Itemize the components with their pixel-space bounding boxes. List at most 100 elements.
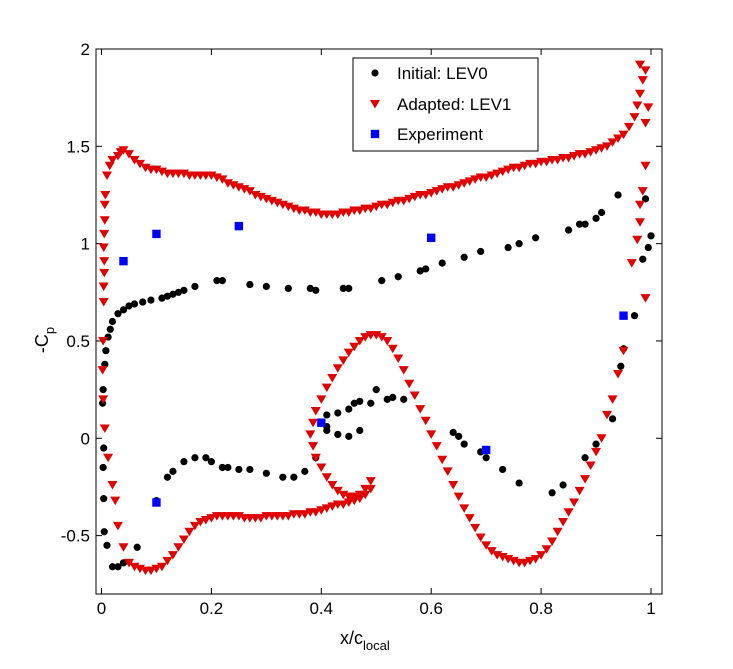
data-point bbox=[585, 148, 596, 157]
legend-box bbox=[352, 57, 539, 152]
data-point bbox=[98, 298, 109, 307]
data-point bbox=[365, 477, 376, 486]
data-point bbox=[316, 463, 327, 472]
data-point bbox=[438, 259, 446, 267]
data-point bbox=[99, 386, 107, 394]
data-point bbox=[195, 517, 206, 527]
data-point bbox=[332, 364, 343, 373]
data-point bbox=[139, 298, 147, 306]
x-tick-label: 0 bbox=[97, 599, 106, 618]
data-point bbox=[427, 233, 436, 243]
data-point bbox=[486, 171, 497, 181]
data-point bbox=[475, 533, 486, 543]
data-point bbox=[173, 543, 184, 552]
data-point bbox=[635, 200, 646, 210]
data-point bbox=[350, 399, 358, 407]
data-point bbox=[541, 157, 552, 167]
data-point bbox=[640, 161, 651, 171]
x-tick-label: 0.2 bbox=[200, 599, 224, 618]
data-point bbox=[343, 348, 354, 358]
data-point bbox=[637, 187, 648, 196]
data-point bbox=[455, 432, 463, 440]
data-point bbox=[279, 473, 287, 481]
data-point bbox=[365, 484, 376, 494]
data-point bbox=[114, 310, 122, 318]
data-point bbox=[492, 551, 503, 560]
data-point bbox=[618, 130, 629, 140]
data-point bbox=[306, 284, 314, 293]
data-point bbox=[118, 543, 129, 552]
data-point bbox=[481, 445, 491, 455]
data-point bbox=[635, 60, 646, 70]
data-point bbox=[345, 405, 353, 413]
data-point bbox=[129, 562, 140, 572]
data-point bbox=[581, 454, 589, 462]
series-1 bbox=[98, 191, 655, 571]
data-point bbox=[163, 473, 172, 481]
data-point bbox=[98, 243, 109, 253]
data-point bbox=[308, 442, 319, 451]
data-point bbox=[564, 226, 573, 234]
data-point bbox=[338, 356, 349, 365]
data-point bbox=[420, 416, 431, 426]
data-point bbox=[125, 302, 133, 310]
data-point bbox=[497, 167, 508, 177]
data-point bbox=[334, 430, 342, 438]
y-axis-title: -Cp bbox=[32, 327, 57, 353]
data-point bbox=[310, 407, 321, 416]
data-point bbox=[207, 458, 215, 466]
data-point bbox=[470, 523, 481, 533]
y-tick-labels: -0.5 0 0.5 1 1.5 2 bbox=[61, 40, 90, 546]
data-point bbox=[592, 214, 600, 222]
data-point bbox=[420, 190, 431, 200]
data-point bbox=[431, 187, 442, 196]
data-point bbox=[630, 312, 639, 320]
data-point bbox=[180, 286, 188, 294]
data-point bbox=[118, 146, 129, 155]
data-point bbox=[640, 118, 651, 128]
data-point bbox=[637, 76, 648, 85]
data-point bbox=[393, 354, 404, 363]
data-point bbox=[178, 535, 189, 544]
data-point bbox=[103, 541, 111, 549]
data-point bbox=[382, 200, 393, 210]
data-point bbox=[99, 268, 110, 278]
data-point bbox=[98, 395, 109, 404]
x-tick-labels: 0 0.2 0.4 0.6 0.8 1 bbox=[97, 599, 656, 618]
data-point bbox=[481, 173, 492, 182]
data-point bbox=[99, 257, 110, 266]
data-point bbox=[339, 284, 347, 293]
data-point bbox=[497, 553, 508, 562]
data-point bbox=[635, 218, 646, 227]
data-point bbox=[580, 150, 591, 159]
series-3 bbox=[119, 221, 628, 507]
data-point bbox=[558, 517, 569, 527]
data-point bbox=[581, 220, 589, 228]
data-point bbox=[530, 159, 541, 169]
data-point bbox=[607, 395, 618, 404]
data-point bbox=[597, 208, 606, 217]
data-point bbox=[191, 454, 199, 462]
data-point bbox=[114, 563, 122, 571]
legend-label: Initial: LEV0 bbox=[397, 64, 488, 83]
data-point bbox=[332, 210, 343, 219]
data-point bbox=[619, 311, 628, 320]
x-tick-label: 0.4 bbox=[309, 599, 333, 618]
data-point bbox=[426, 189, 437, 198]
data-point bbox=[262, 282, 270, 291]
data-point bbox=[635, 89, 646, 99]
data-point bbox=[108, 563, 117, 571]
data-point bbox=[343, 208, 354, 217]
data-point bbox=[499, 465, 507, 474]
data-point bbox=[563, 508, 574, 517]
data-point bbox=[234, 221, 244, 231]
data-point bbox=[290, 473, 298, 481]
data-point bbox=[624, 122, 635, 132]
data-point bbox=[596, 434, 607, 443]
data-point bbox=[618, 346, 629, 356]
data-point bbox=[508, 556, 519, 566]
data-point bbox=[100, 528, 108, 536]
y-tick-label: 0.5 bbox=[66, 332, 90, 351]
x-axis-title-main: x/c bbox=[340, 628, 363, 648]
data-point bbox=[459, 504, 470, 513]
